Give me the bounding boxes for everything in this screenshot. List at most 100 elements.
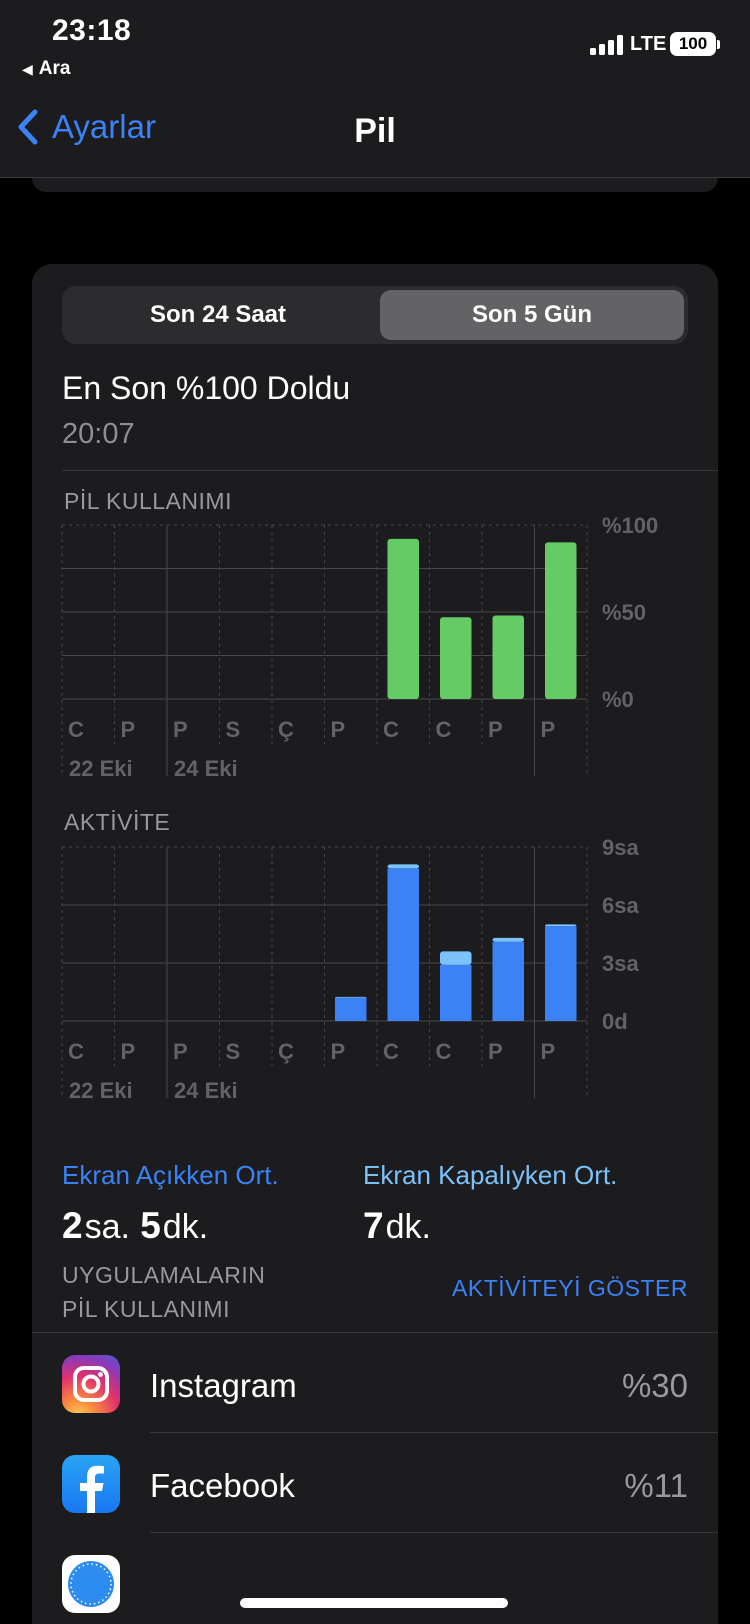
activity-bar-screen-on	[335, 997, 367, 1021]
status-time: 23:18	[52, 14, 132, 47]
app-battery-usage-header: UYGULAMALARIN PİL KULLANIMI	[62, 1258, 322, 1326]
battery-bar	[387, 538, 419, 699]
activity-bar-screen-on	[492, 941, 524, 1021]
battery-bar	[545, 542, 577, 699]
activity-y-tick-label: 0d	[602, 1009, 628, 1034]
activity-y-tick-label: 6sa	[602, 893, 639, 918]
back-button[interactable]: Ayarlar	[16, 108, 156, 146]
app-usage-percent: %11	[624, 1467, 688, 1504]
cellular-signal-icon	[590, 35, 624, 55]
battery-tip	[717, 40, 720, 49]
activity-bar-screen-on	[545, 926, 577, 1021]
battery-day-label: C	[68, 717, 84, 742]
battery-icon: 100	[670, 32, 716, 56]
activity-day-label: C	[383, 1039, 399, 1064]
battery-day-label: P	[121, 717, 136, 742]
screen-off-average: Ekran Kapalıyken Ort. 7dk.	[363, 1160, 617, 1247]
battery-day-label: Ç	[278, 717, 294, 742]
activity-day-label: P	[121, 1039, 136, 1064]
activity-bar-screen-on	[387, 868, 419, 1021]
row-divider	[150, 1432, 718, 1433]
screen-on-average-value: 2sa. 5dk.	[62, 1205, 279, 1247]
chevron-left-icon	[18, 109, 38, 145]
minutes-unit: dk.	[162, 1208, 209, 1246]
battery-level-chart: %100 %50 %0 C P P S Ç P C C P P 22 Eki 24 Eki	[61, 513, 658, 781]
battery-y-tick-label: %50	[602, 600, 646, 625]
screen-on-average-label: Ekran Açıkken Ort.	[62, 1160, 279, 1190]
battery-day-label: S	[226, 717, 241, 742]
screen-on-hours: 2	[62, 1205, 83, 1246]
screen-on-minutes: 5	[140, 1205, 161, 1246]
activity-day-label: P	[331, 1039, 346, 1064]
segment-last-5-days[interactable]: Son 5 Gün	[380, 290, 684, 340]
activity-y-tick-label: 9sa	[602, 835, 639, 860]
battery-y-tick-label: %0	[602, 687, 634, 712]
app-row-facebook[interactable]: Facebook %11	[32, 1433, 718, 1533]
segment-last-24-hours[interactable]: Son 24 Saat	[149, 301, 287, 328]
app-row-instagram[interactable]: Instagram %30	[32, 1333, 718, 1433]
activity-day-label: P	[173, 1039, 188, 1064]
last-charged-time: 20:07	[62, 418, 135, 450]
battery-day-label: C	[383, 717, 399, 742]
screen-off-minutes: 7	[363, 1205, 384, 1246]
screen-off-average-value: 7dk.	[363, 1205, 617, 1247]
activity-bar-screen-off	[545, 924, 577, 927]
app-name: Instagram	[150, 1367, 297, 1404]
home-indicator	[240, 1598, 508, 1608]
back-triangle-icon: ◀	[22, 61, 33, 77]
app-row-safari[interactable]	[32, 1533, 718, 1624]
page-title: Pil	[354, 112, 396, 150]
status-bar: 23:18 ◀ Ara LTE 100	[0, 0, 750, 100]
activity-day-label: P	[488, 1039, 503, 1064]
previous-card-edge	[32, 178, 718, 192]
battery-day-label: P	[541, 717, 556, 742]
activity-bar-screen-off	[387, 864, 419, 869]
battery-bar	[492, 615, 524, 699]
activity-bar-screen-on	[440, 964, 472, 1021]
divider	[62, 470, 718, 471]
activity-day-label: C	[68, 1039, 84, 1064]
show-activity-button[interactable]: AKTİVİTEYİ GÖSTER	[452, 1275, 688, 1301]
screen-off-average-label: Ekran Kapalıyken Ort.	[363, 1160, 618, 1190]
app-battery-usage-header-line2: PİL KULLANIMI	[62, 1296, 230, 1322]
battery-level-chart-label: PİL KULLANIMI	[64, 488, 232, 514]
back-to-app-link[interactable]: ◀ Ara	[22, 58, 70, 80]
activity-bar-screen-off	[335, 996, 367, 998]
navigation-bar: Ayarlar Pil	[0, 100, 750, 178]
screen-on-average: Ekran Açıkken Ort. 2sa. 5dk.	[62, 1160, 279, 1247]
back-app-label: Ara	[38, 58, 71, 79]
battery-day-label: P	[173, 717, 188, 742]
battery-y-tick-label: %100	[602, 513, 658, 538]
battery-bar	[440, 617, 472, 699]
last-charged-title: En Son %100 Doldu	[62, 370, 351, 406]
battery-day-label: P	[488, 717, 503, 742]
battery-day-label: C	[436, 717, 452, 742]
battery-date-label: 24 Eki	[174, 756, 238, 781]
app-name: Facebook	[150, 1467, 295, 1504]
activity-day-label: C	[436, 1039, 452, 1064]
battery-day-label: P	[331, 717, 346, 742]
activity-bar-screen-off	[492, 937, 524, 942]
activity-day-label: Ç	[278, 1039, 294, 1064]
activity-day-label: P	[541, 1039, 556, 1064]
activity-day-label: S	[226, 1039, 241, 1064]
app-battery-usage-header-line1: UYGULAMALARIN	[62, 1262, 266, 1288]
safari-icon	[62, 1555, 120, 1613]
row-divider	[150, 1532, 718, 1533]
hours-unit: sa.	[84, 1208, 130, 1246]
activity-chart-label: AKTİVİTE	[64, 809, 171, 835]
facebook-icon	[62, 1455, 120, 1513]
activity-y-tick-label: 3sa	[602, 951, 639, 976]
activity-bar-screen-off	[440, 951, 472, 965]
activity-date-label: 24 Eki	[174, 1078, 238, 1103]
activity-chart: 9sa 6sa 3sa 0d C P P S Ç P C C P P 22 Eki 24 Eki	[61, 835, 639, 1103]
time-range-segmented-control: Son 24 Saat Son 5 Gün	[62, 286, 688, 344]
app-usage-percent: %30	[621, 1367, 688, 1404]
battery-usage-card: Son 24 Saat Son 5 Gün En Son %100 Doldu …	[32, 264, 718, 1624]
divider	[32, 1332, 718, 1333]
network-type: LTE	[630, 33, 667, 55]
activity-date-label: 22 Eki	[69, 1078, 133, 1103]
minutes-unit: dk.	[385, 1208, 431, 1246]
battery-date-label: 22 Eki	[69, 756, 133, 781]
instagram-icon	[62, 1355, 120, 1413]
